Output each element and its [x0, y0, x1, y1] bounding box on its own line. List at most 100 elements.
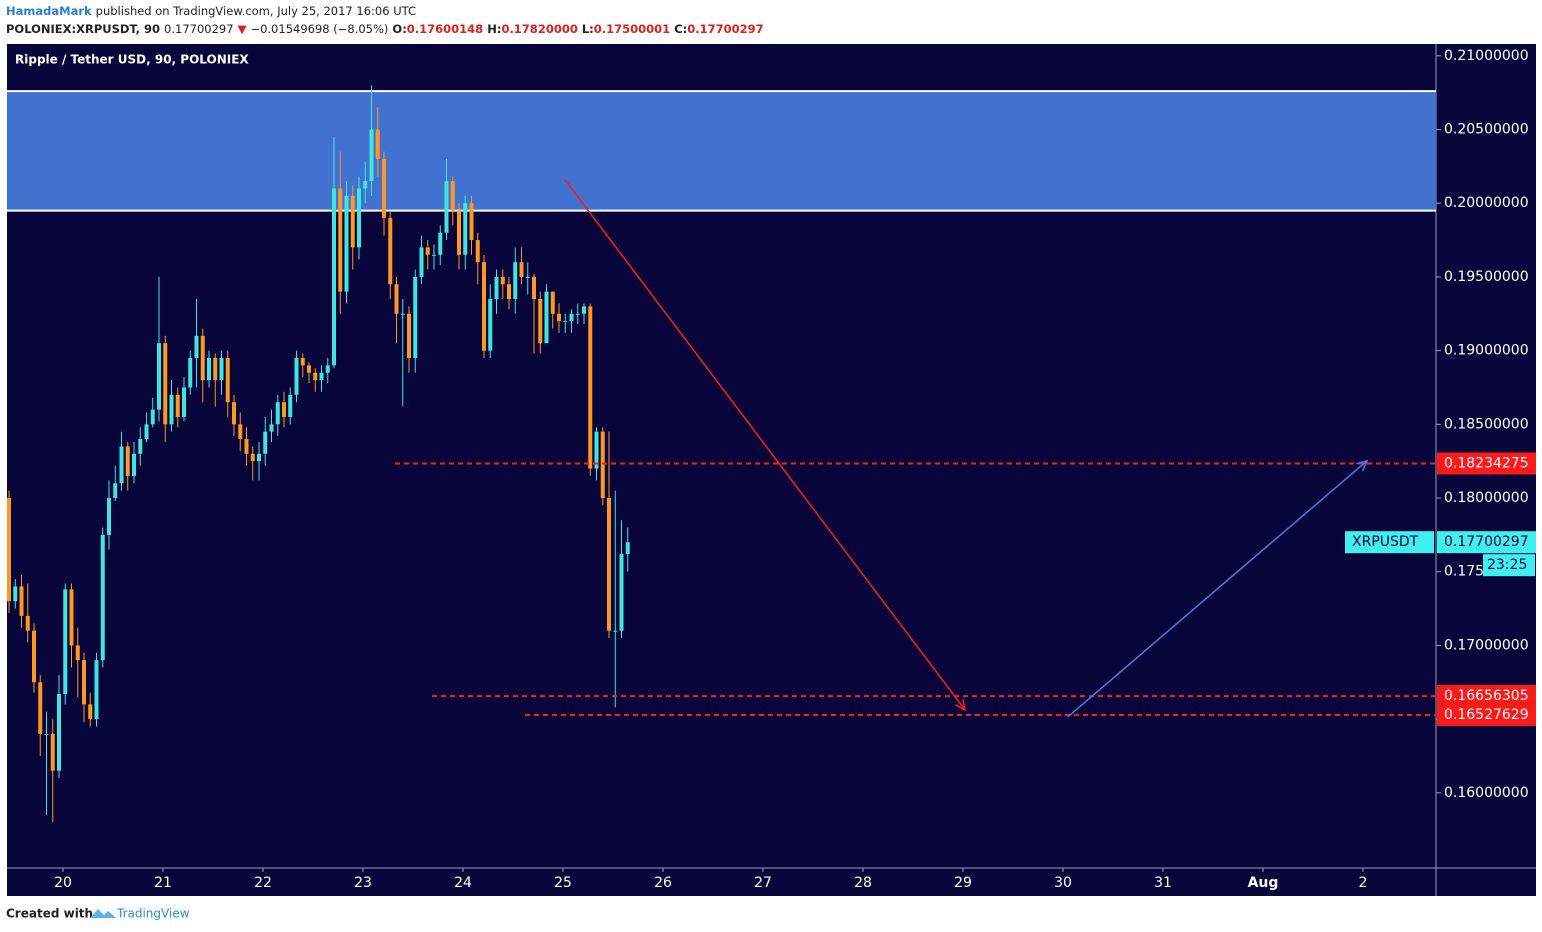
x-tick-label: 30: [1054, 875, 1072, 891]
candle-body: [132, 453, 136, 476]
author[interactable]: HamadaMark: [6, 4, 92, 18]
symbol: POLONIEX:XRPUSDT, 90: [6, 22, 160, 36]
x-tick-label: 28: [854, 875, 872, 891]
author-line: HamadaMark published on TradingView.com,…: [6, 4, 416, 18]
candle-body: [63, 589, 68, 695]
chart-title: Ripple / Tether USD, 90, POLONIEX: [15, 53, 249, 67]
candle-body: [469, 203, 474, 241]
candle-body: [557, 313, 561, 322]
ohlc-value: 0.17500001: [594, 22, 670, 36]
x-tick-label: 24: [454, 875, 472, 891]
candle-body: [532, 276, 536, 300]
candle-body: [419, 247, 424, 277]
x-tick-label: 25: [554, 875, 572, 891]
level-label: 0.16656305: [1444, 688, 1529, 704]
footer-text: Created with: [6, 907, 93, 921]
candle-body: [157, 343, 161, 410]
y-tick-label: 0.19000000: [1444, 343, 1529, 359]
candle-body: [100, 534, 105, 661]
candle-body: [263, 431, 268, 454]
candle-body: [569, 313, 574, 322]
candle-body: [113, 483, 118, 499]
countdown: 23:25: [1487, 557, 1527, 573]
candle-body: [144, 424, 149, 440]
arrow: [564, 179, 966, 711]
candle-body: [107, 498, 111, 535]
price: 0.17700297: [164, 22, 234, 36]
candle-body: [194, 335, 199, 358]
candle-body: [432, 254, 436, 256]
candle-body: [257, 453, 261, 462]
countdown-bg: [1483, 554, 1535, 577]
candle-body: [119, 446, 124, 484]
candle-body: [544, 291, 549, 344]
candle-body: [388, 217, 393, 285]
candle-body: [450, 181, 455, 211]
candle-body: [619, 554, 624, 631]
candle-body: [457, 210, 461, 255]
candle-body: [600, 431, 605, 499]
level-label: 0.18234275: [1444, 455, 1529, 471]
candle-body: [425, 247, 430, 255]
candle-body: [607, 498, 611, 631]
candle-body: [613, 630, 618, 632]
candle-body: [482, 262, 486, 351]
candle-body: [150, 409, 155, 425]
candle-body: [507, 284, 511, 300]
ohlc-value: 0.17820000: [501, 22, 577, 36]
candle-body: [250, 453, 255, 462]
candle-body: [325, 365, 330, 373]
candle-body: [350, 195, 355, 248]
y-tick-label: 0.20000000: [1444, 195, 1529, 211]
y-tick-label: 0.18000000: [1444, 490, 1529, 506]
ohlc-label: H:: [487, 22, 501, 36]
candle-body: [575, 313, 580, 315]
candle-body: [375, 129, 380, 159]
y-tick-label: 0.21000000: [1444, 48, 1529, 64]
x-tick-label: Aug: [1248, 875, 1279, 891]
candle-body: [182, 387, 186, 417]
candle-body: [519, 262, 524, 277]
footer-brand[interactable]: TradingView: [116, 907, 190, 921]
candle-body: [225, 357, 230, 403]
candle-body: [269, 424, 274, 432]
candle-body: [369, 129, 374, 182]
candle-body: [463, 203, 468, 255]
candle-body: [588, 306, 593, 469]
x-tick-label: 21: [154, 875, 172, 891]
candle-body: [307, 365, 311, 373]
candle-body: [244, 439, 249, 454]
candle-body: [213, 357, 218, 381]
candle-body: [294, 357, 299, 395]
candle-body: [582, 306, 586, 314]
x-tick-label: 23: [354, 875, 372, 891]
last-price: 0.17700297: [1444, 534, 1529, 550]
level-label: 0.16527629: [1444, 707, 1529, 723]
candle-body: [275, 402, 280, 425]
candle-body: [338, 188, 343, 292]
candle-body: [19, 586, 24, 616]
ohlc-value: 0.17700297: [687, 22, 763, 36]
zone: [7, 91, 1436, 211]
candle-body: [232, 402, 236, 425]
y-tick-label: 0.18500000: [1444, 416, 1529, 432]
candle-body: [475, 240, 480, 263]
candle-body: [44, 733, 49, 735]
x-tick-label: 26: [654, 875, 672, 891]
candle-body: [169, 394, 174, 425]
candle-body: [500, 276, 505, 285]
y-tick-label: 0.20500000: [1444, 121, 1529, 137]
candle-body: [550, 291, 555, 314]
candle-body: [625, 542, 630, 555]
candle-body: [138, 439, 143, 454]
last-name-bg: [1345, 531, 1434, 554]
candle-body: [538, 299, 543, 344]
candle-body: [7, 498, 11, 602]
y-tick-label: 0.17000000: [1444, 637, 1529, 653]
level-label-bg: [1437, 452, 1536, 475]
arrow-head: [954, 698, 967, 712]
candle-body: [332, 188, 336, 366]
candle-body: [88, 704, 93, 720]
candle-body: [413, 276, 418, 358]
